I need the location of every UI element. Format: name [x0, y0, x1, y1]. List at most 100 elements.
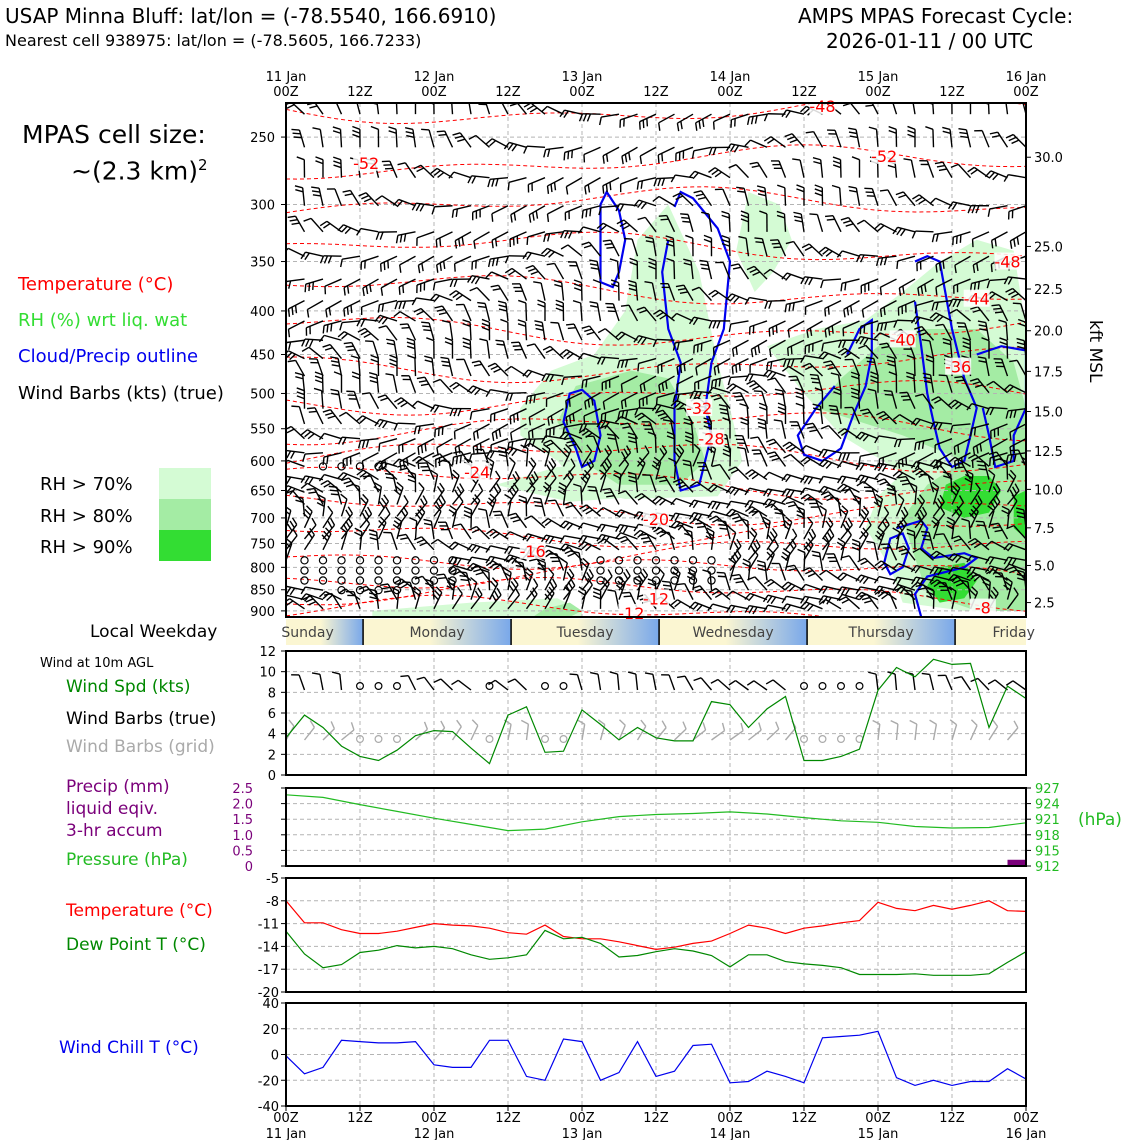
wind-barb — [898, 452, 916, 462]
wind-barb-feather — [829, 528, 835, 537]
wind-barb-feather — [694, 588, 703, 593]
wind-barb-feather — [898, 194, 907, 199]
wind-barb-feather — [809, 429, 818, 433]
wind-barb — [343, 471, 361, 481]
wind-barb-feather — [314, 371, 323, 376]
wind-barb-feather — [625, 410, 629, 419]
wind-barb-feather — [637, 495, 646, 501]
wind-barb — [426, 462, 435, 480]
temp-ytick-label: -8 — [266, 895, 279, 910]
wind-barb-feather — [582, 506, 591, 513]
wind-barb-feather — [590, 304, 599, 308]
top-hour-label: 12Z — [643, 85, 669, 100]
wind-barb — [824, 299, 842, 310]
wind-barb — [571, 437, 583, 454]
wind-barb-feather — [400, 537, 409, 540]
wind-barb — [692, 572, 697, 591]
calm-circle — [392, 566, 402, 575]
wind-barb — [565, 392, 583, 402]
wind-barb — [657, 146, 675, 156]
wind-barb-feather — [929, 459, 936, 467]
wind-barb — [334, 188, 343, 206]
wind-barb-feather — [417, 509, 424, 517]
wind-barb-feather — [866, 360, 875, 364]
wind-barb — [369, 392, 380, 410]
surface-barb-grid — [711, 730, 725, 741]
wind-barb — [286, 255, 287, 257]
wind-barb-feather — [373, 486, 382, 492]
wind-barb-feather — [545, 373, 551, 382]
wind-barb-feather — [683, 258, 692, 262]
calm-circle-true — [393, 681, 402, 690]
wind-barb — [562, 591, 571, 610]
wind-barb-feather — [343, 308, 346, 317]
surface-barb-true — [945, 675, 953, 691]
wind-barb-feather — [510, 432, 513, 441]
wind-barb-feather — [892, 576, 898, 585]
wind-barb — [865, 344, 879, 360]
wind-barb-feather — [368, 592, 378, 596]
wind-barb-feather — [570, 458, 576, 467]
wind-barb — [652, 238, 657, 257]
wind-barb-feather — [929, 550, 937, 557]
wind-barb-feather — [997, 94, 1005, 96]
wind-barb-feather — [397, 399, 405, 405]
wind-barb-feather — [865, 356, 874, 360]
wind-barb-feather — [867, 388, 876, 392]
wind-barb — [545, 373, 564, 377]
wind-barb — [401, 578, 416, 591]
wind-barb — [508, 176, 527, 183]
wind-barb — [673, 261, 676, 280]
wind-barb-feather — [464, 457, 472, 463]
wind-barb-feather — [300, 482, 308, 489]
wind-barb-feather — [784, 304, 788, 313]
wind-barb — [935, 197, 953, 207]
wind-barb — [588, 241, 602, 257]
wind-barb — [767, 594, 786, 601]
wind-barb-feather — [670, 498, 677, 506]
isotherm-label: -8 — [975, 599, 991, 618]
wind-barb-feather — [833, 387, 842, 392]
wind-barb — [972, 438, 990, 449]
wind-barb-feather — [1003, 276, 1009, 285]
wind-barb-feather — [661, 177, 666, 187]
wind-barb — [761, 238, 768, 257]
wind-barb-feather — [804, 246, 813, 251]
wind-barb — [764, 420, 768, 439]
wind-barb — [566, 349, 583, 360]
wind-barb-feather — [755, 539, 761, 547]
wind-barb-feather — [405, 130, 414, 135]
wind-barb-feather — [769, 348, 772, 357]
wind-barb-feather — [491, 178, 495, 187]
wind-barb-feather — [935, 264, 938, 273]
wind-barb — [1006, 461, 1009, 480]
wind-barb-feather — [838, 452, 843, 461]
surface-barb-grid — [969, 725, 978, 741]
wind-barb-feather — [655, 404, 662, 413]
wind-barb-feather — [919, 331, 928, 336]
wind-barb-feather — [703, 234, 712, 239]
wind-barb-feather — [1009, 240, 1013, 249]
wind-barb-feather — [606, 494, 615, 498]
kft-tick-label: 2.5 — [1034, 597, 1055, 612]
wind-barb-feather — [510, 581, 517, 589]
surface-barb-grid-feather — [440, 720, 446, 729]
wind-barb-feather — [837, 475, 843, 484]
wind-barb — [286, 475, 305, 481]
pressure-tick-label: 350 — [250, 256, 275, 271]
wind-barb-feather — [411, 297, 417, 306]
wind-barb — [416, 202, 435, 207]
wind-barb-feather — [369, 375, 378, 380]
wind-barb-feather — [286, 350, 289, 354]
wind-barb-feather — [352, 125, 361, 130]
wind-barb-feather — [361, 440, 366, 449]
wind-barb-feather — [429, 293, 437, 301]
precip-ytick-label: 1.0 — [232, 829, 253, 844]
wind-barb-feather — [606, 433, 615, 436]
wind-barb-feather — [744, 139, 751, 147]
pressure-tick-label: 900 — [250, 605, 275, 620]
wind-barb — [287, 350, 305, 360]
wind-barb-feather — [692, 603, 699, 611]
wind-barb-feather — [936, 315, 944, 323]
wind-barb-feather — [415, 203, 421, 212]
